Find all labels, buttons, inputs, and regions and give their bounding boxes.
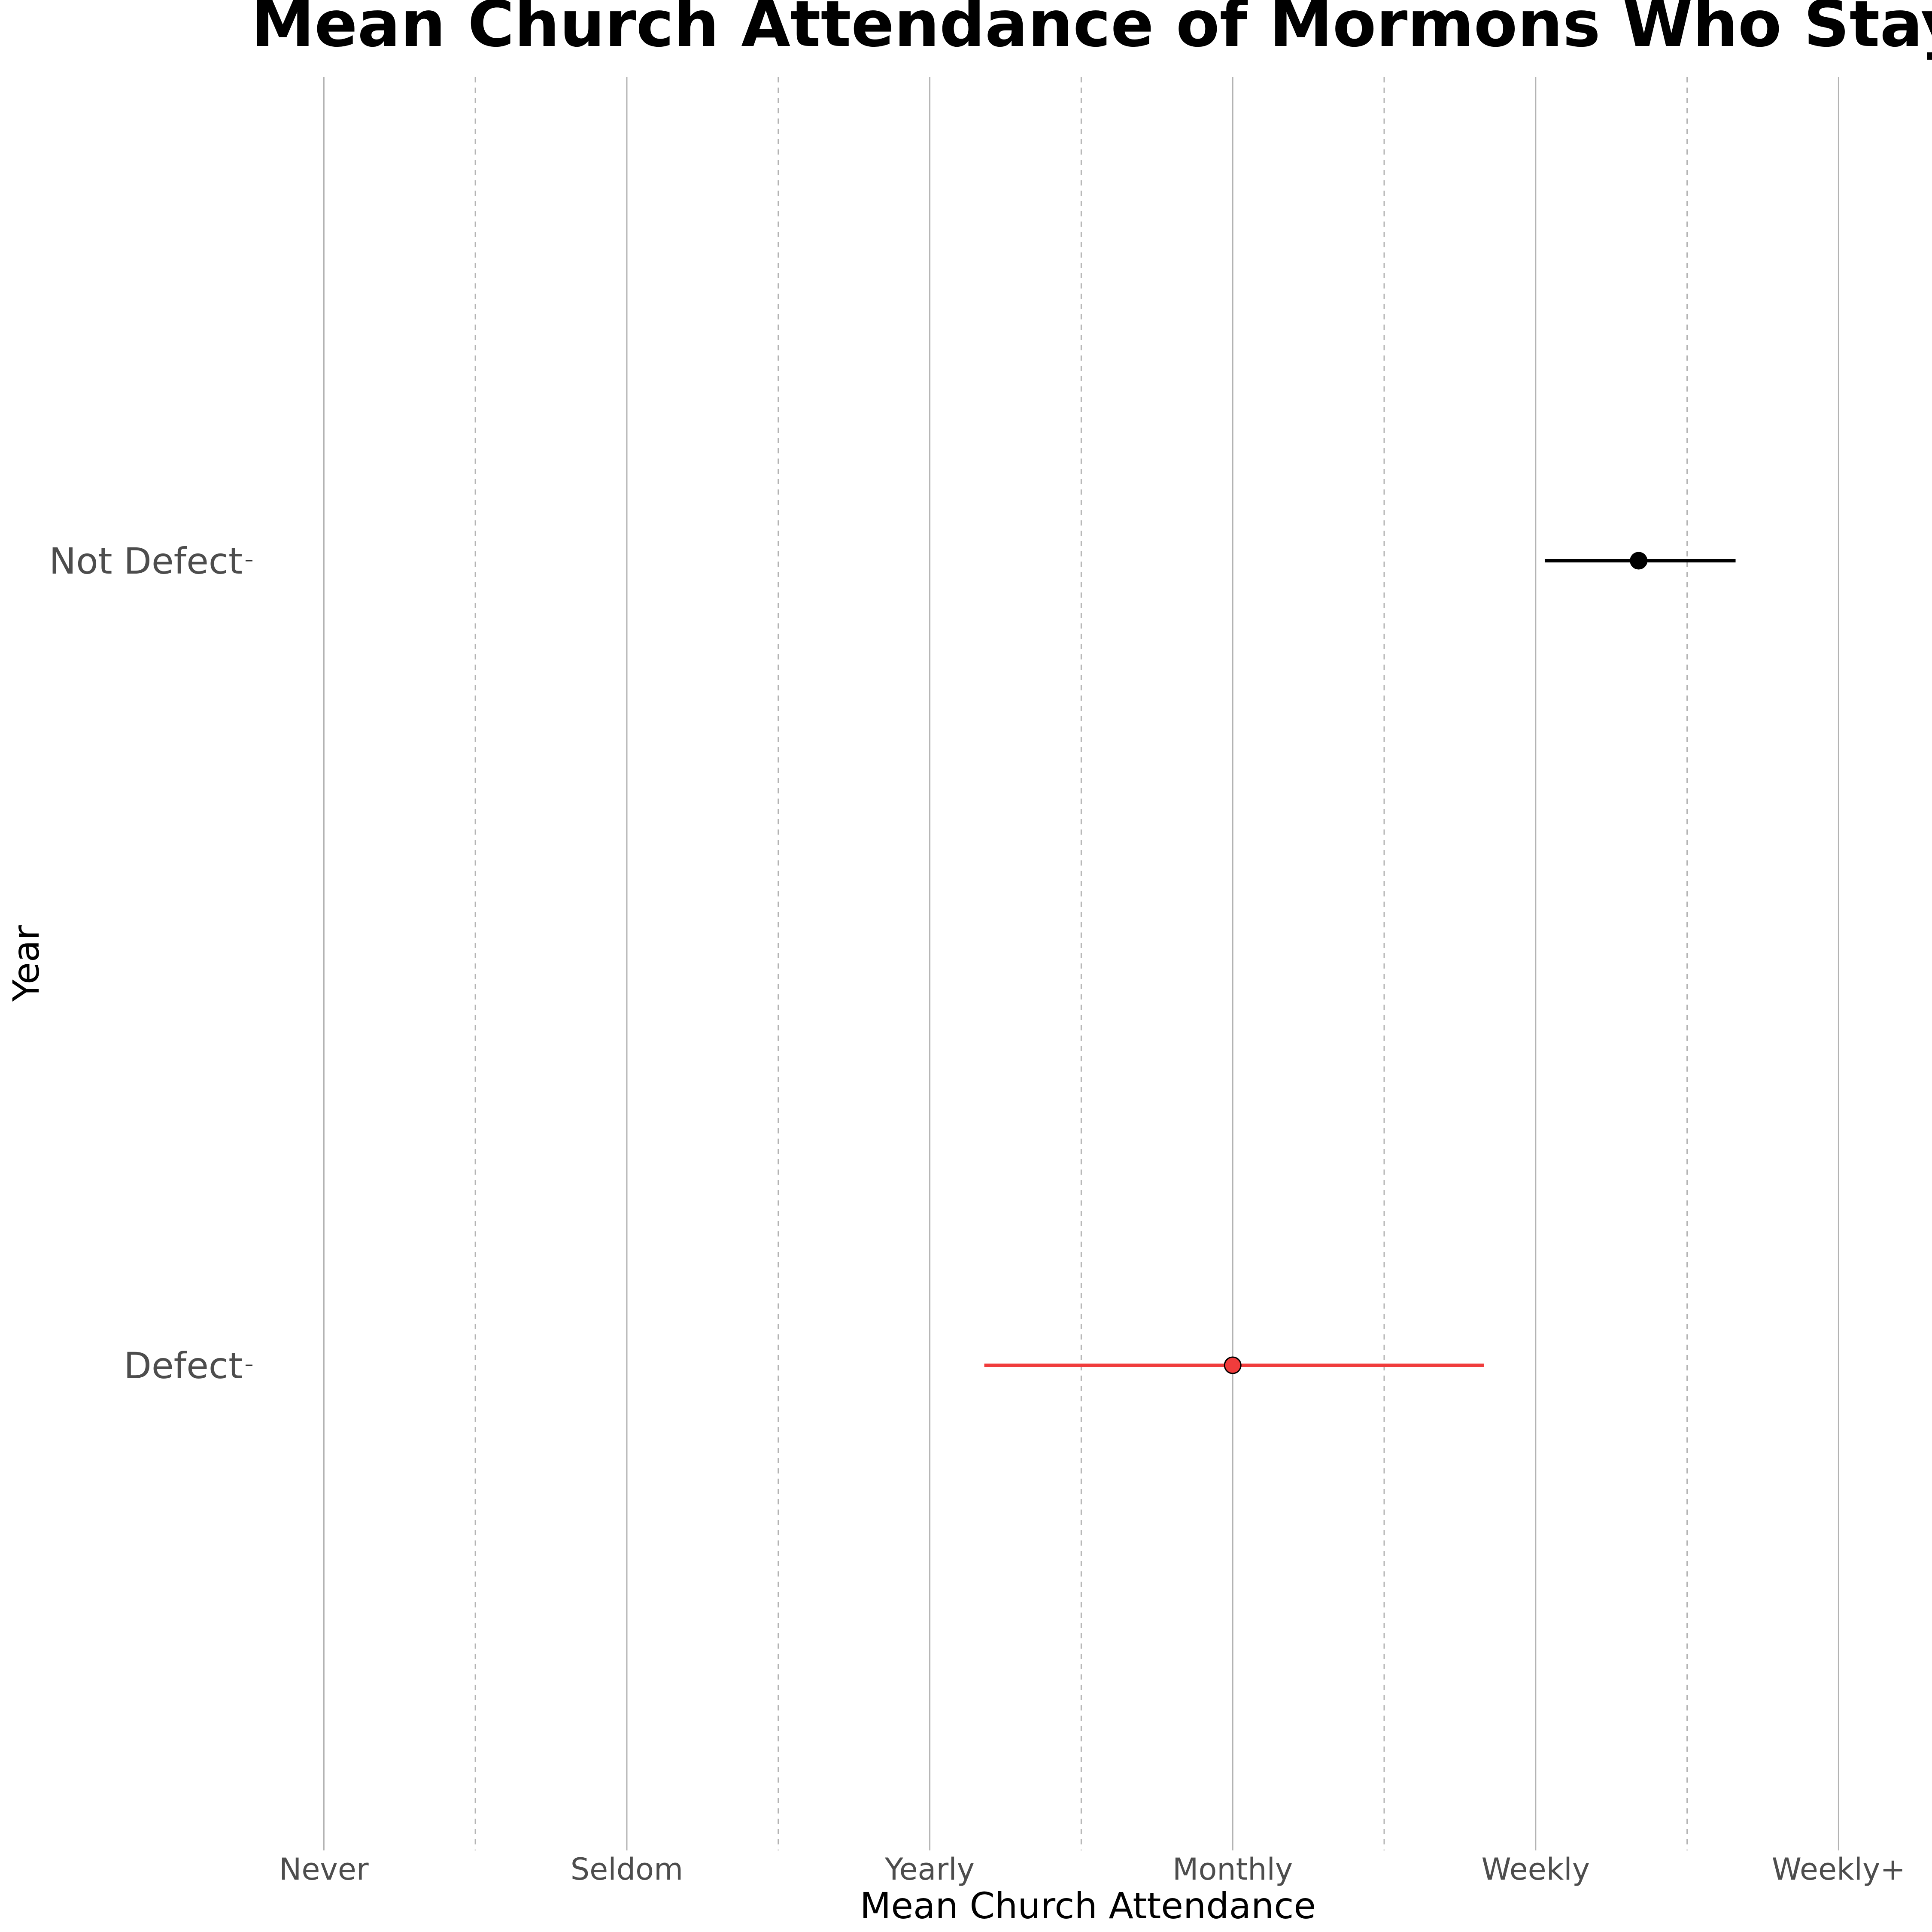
x-tick-label: Yearly	[884, 1852, 975, 1887]
y-axis-ticks: Not Defect Defect	[49, 540, 252, 1387]
grid-lines	[323, 77, 1839, 1850]
x-tick-label: Monthly	[1173, 1852, 1293, 1887]
y-tick-label: Not Defect	[49, 540, 243, 582]
mean-point	[1224, 1356, 1242, 1374]
x-tick-label: Never	[279, 1852, 369, 1887]
x-axis-ticks: Never Seldom Yearly Monthly Weekly Weekly+	[279, 1852, 1905, 1887]
data-marks	[984, 552, 1736, 1374]
y-axis-title: Year	[5, 925, 47, 1002]
x-tick-label: Weekly+	[1772, 1852, 1905, 1887]
x-tick-label: Weekly	[1481, 1852, 1590, 1887]
y-tick-label: Defect	[124, 1345, 243, 1387]
chart-title: Mean Church Attendance of Mormons Who St…	[251, 0, 1932, 61]
mean-point	[1630, 552, 1648, 570]
x-axis-title: Mean Church Attendance	[860, 1885, 1316, 1927]
x-tick-label: Seldom	[571, 1852, 683, 1887]
